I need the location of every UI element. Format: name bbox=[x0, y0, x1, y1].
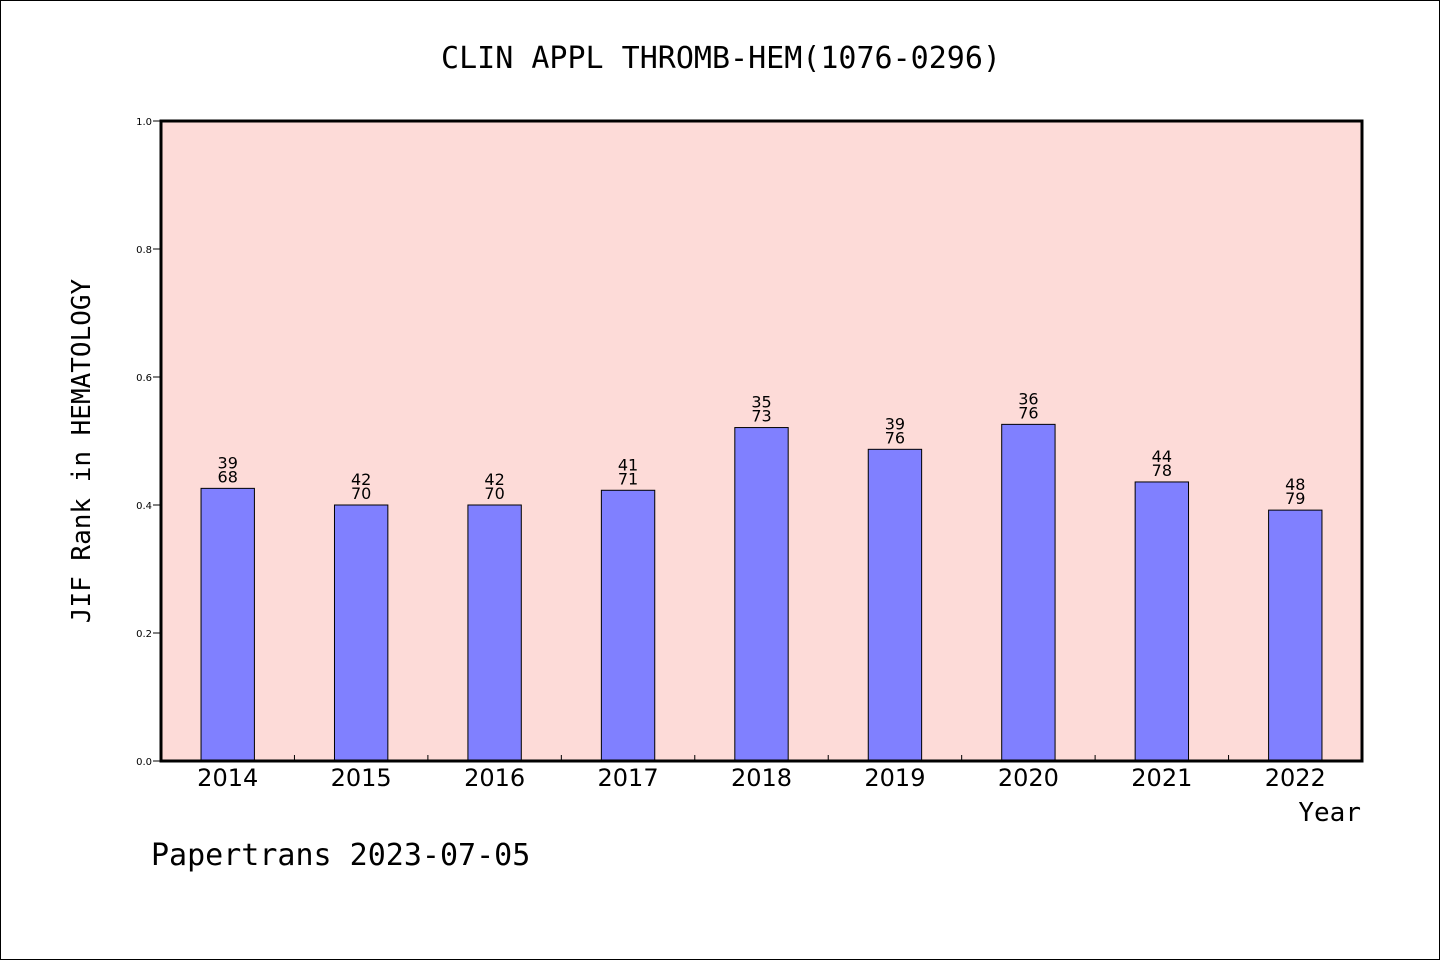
x-tick-label-2022: 2022 bbox=[1265, 764, 1326, 792]
bar-2020 bbox=[1001, 423, 1056, 762]
bar-2021 bbox=[1134, 481, 1190, 762]
bar-rank-label-2018: 35 bbox=[751, 393, 771, 412]
x-tick-label-2015: 2015 bbox=[331, 764, 392, 792]
x-tick-label-2014: 2014 bbox=[197, 764, 258, 792]
x-tick-label-2016: 2016 bbox=[464, 764, 525, 792]
bar-total-label-2020: 76 bbox=[1018, 403, 1038, 422]
y-tick-label-0: 0.0 bbox=[136, 757, 152, 768]
x-tick-label-2021: 2021 bbox=[1131, 764, 1192, 792]
x-tick-label-2019: 2019 bbox=[864, 764, 925, 792]
bar-2015 bbox=[333, 504, 389, 762]
bar-2016 bbox=[467, 504, 522, 762]
plot-frame bbox=[159, 119, 1364, 763]
footer-watermark: Papertrans 2023-07-05 bbox=[151, 838, 530, 873]
bar-total-label-2022: 79 bbox=[1285, 489, 1305, 508]
bar-total-label-2019: 76 bbox=[885, 428, 905, 447]
bar-rank-label-2021: 44 bbox=[1152, 447, 1172, 466]
bar-rank-label-2020: 36 bbox=[1018, 389, 1038, 408]
bar-2022 bbox=[1268, 509, 1323, 762]
x-axis-label: Year bbox=[1298, 798, 1361, 828]
bar-total-label-2016: 70 bbox=[484, 484, 504, 503]
x-tick-label-2018: 2018 bbox=[731, 764, 792, 792]
bar-2018 bbox=[734, 427, 789, 762]
x-tick-label-2017: 2017 bbox=[598, 764, 659, 792]
bar-rank-label-2022: 48 bbox=[1285, 475, 1305, 494]
bar-2014 bbox=[200, 487, 255, 762]
x-tick-label-2020: 2020 bbox=[998, 764, 1059, 792]
y-tick-label-5: 1.0 bbox=[136, 117, 152, 128]
bar-total-label-2014: 68 bbox=[218, 467, 238, 486]
y-tick-label-2: 0.4 bbox=[136, 501, 152, 512]
y-tick-label-1: 0.2 bbox=[136, 629, 152, 640]
bar-rank-label-2016: 42 bbox=[484, 470, 504, 489]
bar-rank-label-2015: 42 bbox=[351, 470, 371, 489]
plot-area: 0.00.20.40.60.81.03968201442702015427020… bbox=[136, 117, 1364, 792]
y-tick-label-3: 0.6 bbox=[136, 373, 152, 384]
bar-total-label-2017: 71 bbox=[618, 469, 638, 488]
y-axis-label: JIF Rank in HEMATOLOGY bbox=[67, 278, 97, 623]
bar-rank-label-2014: 39 bbox=[218, 453, 238, 472]
bar-2019 bbox=[867, 448, 923, 762]
bar-rank-label-2017: 41 bbox=[618, 455, 638, 474]
bar-total-label-2015: 70 bbox=[351, 484, 371, 503]
bar-rank-label-2019: 39 bbox=[885, 414, 905, 433]
bar-2017 bbox=[600, 489, 656, 762]
bar-total-label-2018: 73 bbox=[751, 407, 771, 426]
chart-title: CLIN APPL THROMB-HEM(1076-0296) bbox=[441, 41, 1001, 76]
bar-total-label-2021: 78 bbox=[1152, 461, 1172, 480]
y-tick-label-4: 0.8 bbox=[136, 245, 152, 256]
